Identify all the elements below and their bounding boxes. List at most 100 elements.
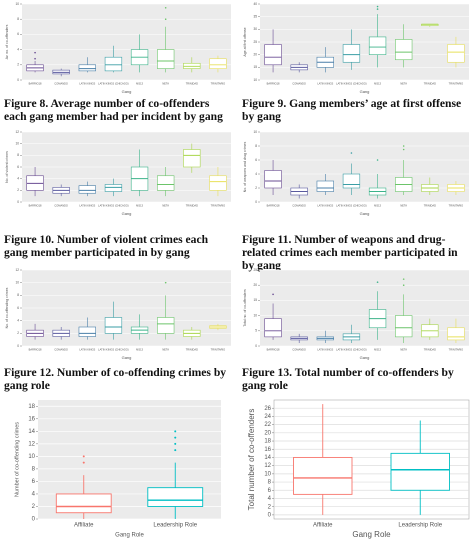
box — [209, 175, 227, 191]
outlier — [82, 461, 85, 464]
outlier — [376, 281, 379, 283]
box — [147, 487, 204, 507]
outlier — [174, 430, 177, 433]
y-tick-label: 0 — [17, 200, 19, 204]
x-tick-label: TRINIDAD — [424, 82, 436, 86]
x-tick-label: Affiliate — [313, 523, 333, 529]
box — [78, 64, 96, 72]
outlier — [350, 152, 353, 154]
x-tick-label: LATIN KINGS — [79, 82, 95, 86]
chart: 0 2 4 6 8 10 No. of weapons and drug crimes Gan… — [243, 130, 469, 216]
y-tick-label: 2 — [268, 504, 272, 510]
x-tick-label: TRINITARIO — [449, 204, 464, 208]
x-axis-label: Gang — [360, 355, 370, 360]
y-tick-label: 25 — [253, 268, 257, 272]
outlier — [34, 57, 36, 60]
x-tick-label: TRINIDAD — [186, 82, 198, 86]
y-tick-label: 10 — [253, 78, 257, 82]
y-tick-label: 10 — [264, 471, 271, 477]
y-tick-label: 8 — [32, 466, 36, 472]
y-tick-label: 10 — [28, 454, 35, 460]
y-tick-label: 0 — [268, 512, 272, 518]
box — [264, 44, 282, 66]
x-tick-label: TRINIDAD — [186, 348, 198, 352]
outlier — [164, 18, 167, 21]
y-tick-label: 26 — [264, 406, 271, 412]
y-tick-label: 12 — [15, 130, 19, 134]
box — [447, 327, 465, 341]
y-tick-label: 10 — [15, 2, 19, 6]
outlier — [402, 148, 405, 151]
x-tick-label: BARRIO18 — [267, 348, 280, 352]
outlier — [402, 278, 405, 280]
x-tick-label: MS13 — [374, 348, 381, 352]
outlier — [174, 442, 177, 445]
x-tick-label: TRINIDAD — [424, 348, 436, 352]
y-tick-label: 12 — [15, 268, 19, 272]
chart: 0 2 4 6 8 10 12 No. of co-offending crimes Gang B… — [5, 268, 231, 360]
chart: 0 2 4 6 8 10 12 No. of violent crimes Gang BARRIO… — [5, 130, 231, 216]
outlier — [174, 449, 177, 452]
y-tick-label: 8 — [17, 153, 19, 157]
y-tick-label: 25 — [253, 40, 257, 44]
outlier — [376, 159, 379, 161]
y-tick-label: 6 — [255, 158, 257, 162]
y-tick-label: 10 — [253, 313, 257, 317]
caption: Figure 9. Gang members’ age at first off… — [242, 97, 462, 123]
y-tick-label: 0 — [255, 344, 257, 348]
outlier — [174, 436, 177, 439]
box — [55, 493, 112, 514]
box — [293, 456, 353, 495]
y-tick-label: 4 — [17, 47, 19, 51]
y-tick-label: 8 — [17, 17, 19, 21]
y-tick-label: 16 — [28, 416, 35, 422]
x-tick-label: LATIN KINGS — [317, 348, 333, 352]
y-tick-label: 2 — [32, 504, 36, 510]
outlier — [272, 293, 274, 296]
y-tick-label: 40 — [253, 2, 257, 6]
y-tick-label: 20 — [253, 283, 257, 287]
x-tick-label: BARRIO18 — [29, 348, 42, 352]
x-tick-label: MS13 — [136, 82, 143, 86]
caption: Figure 8. Average number of co-offenders… — [4, 97, 223, 123]
y-tick-label: 18 — [28, 404, 35, 410]
x-tick-label: TRINITARIO — [211, 204, 226, 208]
x-axis-label: Gang Role — [115, 533, 144, 539]
y-tick-label: 22 — [264, 422, 271, 428]
y-axis-label: No. of co-offending crimes — [5, 287, 9, 328]
outlier — [164, 6, 167, 9]
y-tick-label: 15 — [253, 65, 257, 69]
y-tick-label: 4 — [17, 177, 19, 181]
box — [447, 44, 465, 63]
x-tick-label: TRINITARIO — [449, 348, 464, 352]
x-tick-label: TRINITARIO — [211, 348, 226, 352]
x-tick-label: Leadership Role — [153, 523, 197, 529]
x-tick-label: LATIN KINGS (CHICAGO) — [98, 82, 129, 86]
y-tick-label: 2 — [17, 188, 19, 192]
y-axis-label: No. of violent crimes — [5, 151, 9, 183]
x-tick-label: LATIN KINGS — [317, 204, 333, 208]
y-tick-label: 8 — [268, 480, 272, 486]
y-tick-label: 6 — [32, 479, 36, 485]
box — [368, 36, 387, 55]
y-tick-label: 35 — [253, 15, 257, 19]
box — [209, 58, 227, 69]
box — [78, 326, 96, 337]
x-tick-label: TRINITARIO — [449, 82, 464, 86]
y-tick-label: 2 — [17, 63, 19, 67]
x-tick-label: MS13 — [374, 82, 381, 86]
x-tick-label: LATIN KINGS — [79, 204, 95, 208]
y-axis-label: Total number of co-offenders — [247, 409, 256, 511]
x-tick-label: BARRIO18 — [267, 82, 280, 86]
y-tick-label: 8 — [17, 293, 19, 297]
y-tick-label: 0 — [32, 517, 36, 523]
caption: Figure 11. Number of weapons and drug-re… — [242, 233, 458, 272]
x-tick-label: NETA — [162, 82, 169, 86]
outlier — [376, 8, 379, 10]
y-tick-label: 6 — [17, 306, 19, 310]
x-tick-label: BARRIO18 — [29, 204, 42, 208]
x-axis-label: Gang Role — [352, 530, 391, 539]
x-axis-label: Gang — [122, 355, 132, 360]
x-axis-label: Gang — [360, 89, 370, 94]
